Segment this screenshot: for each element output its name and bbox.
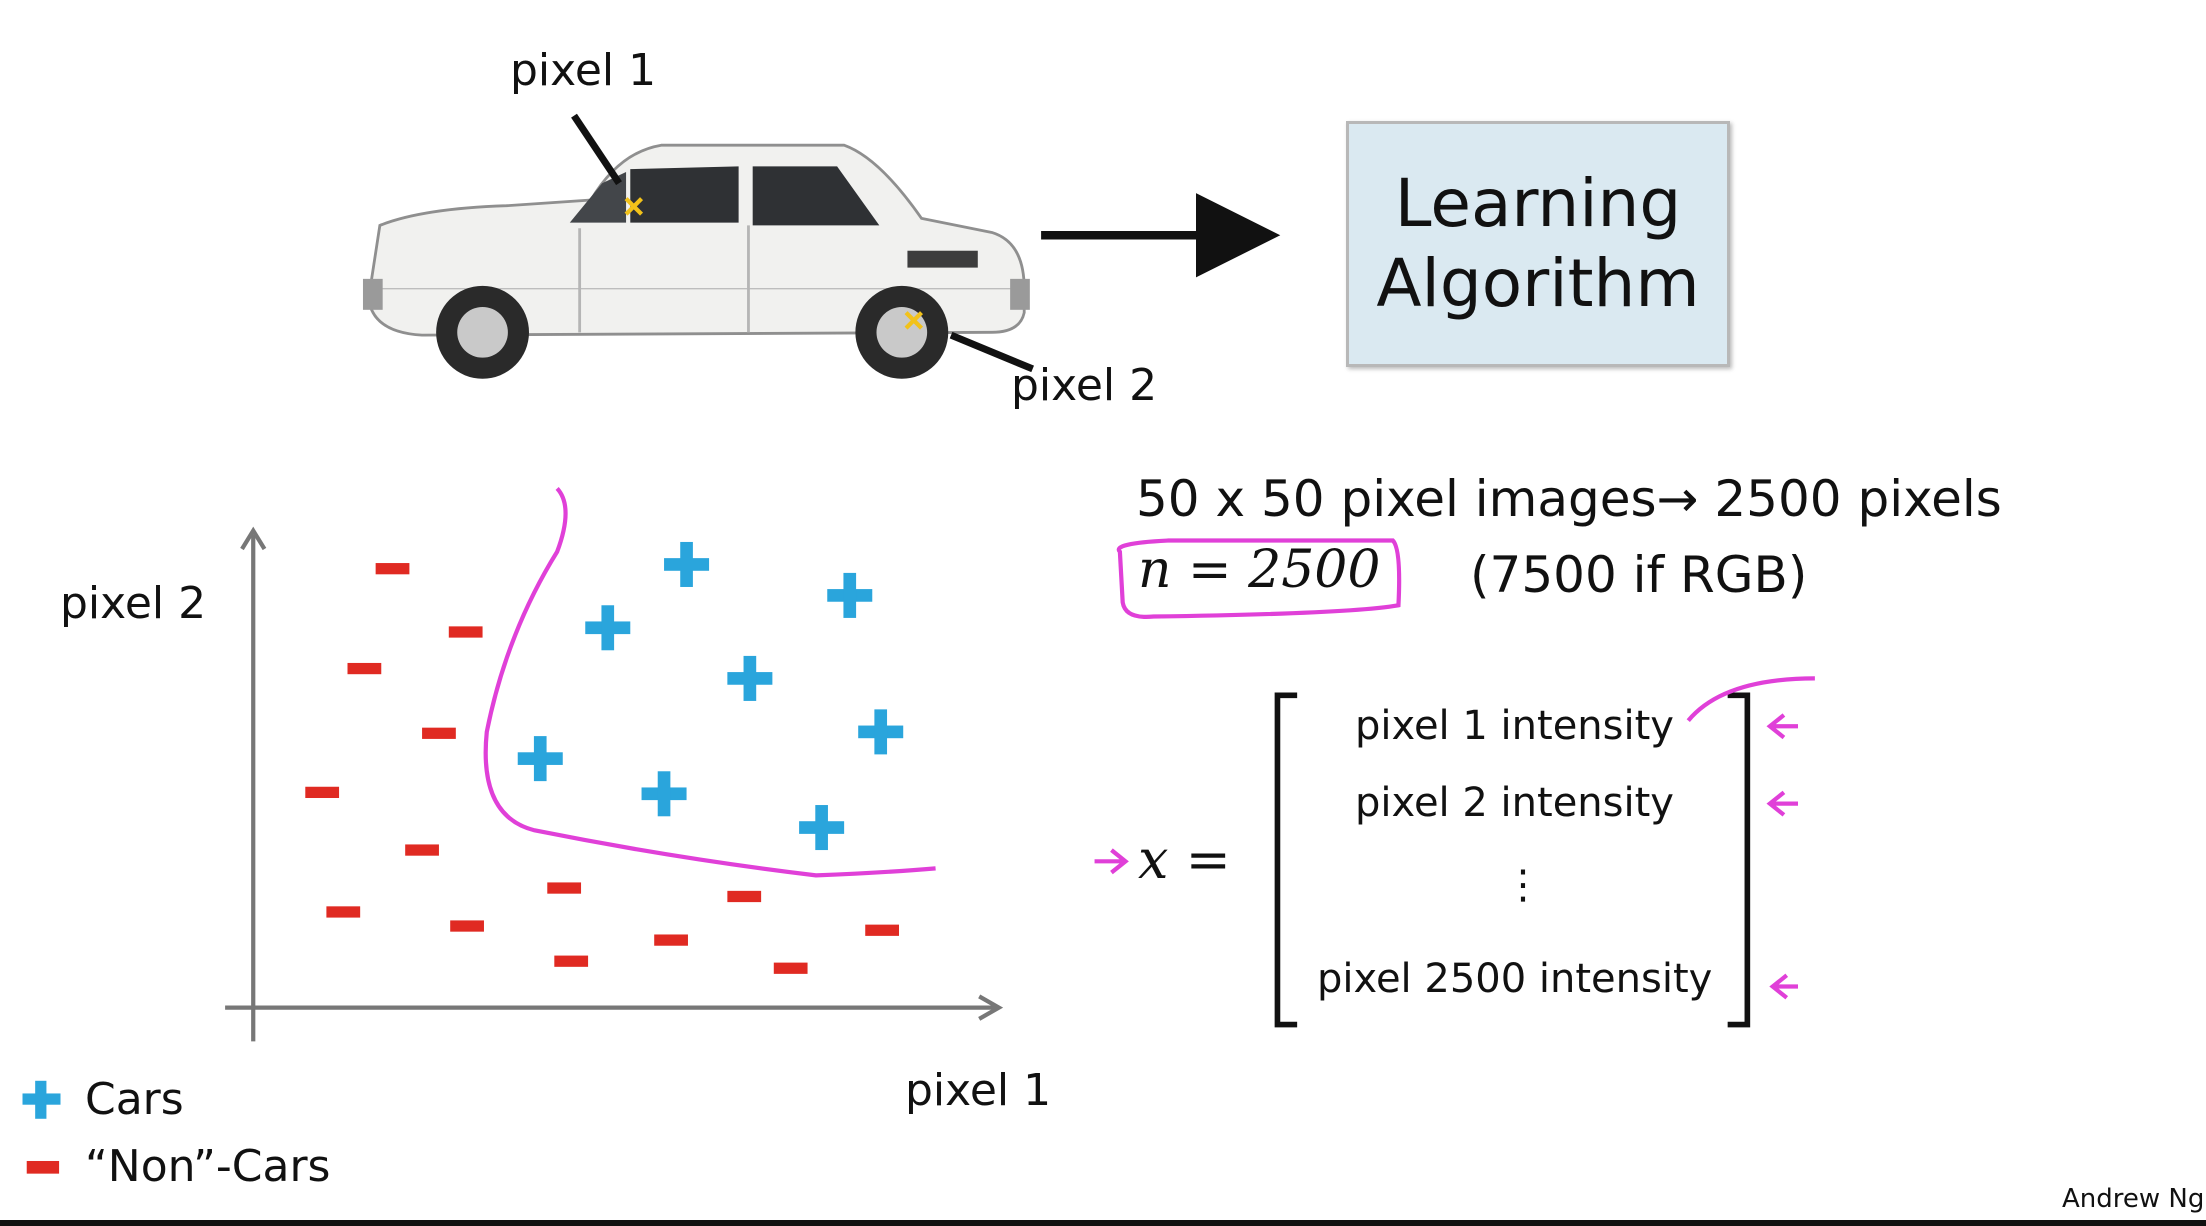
pixel2-marker	[904, 311, 924, 330]
non-car-point	[450, 920, 484, 932]
car-point	[517, 736, 563, 782]
car-point	[641, 771, 687, 817]
non-car-point	[347, 662, 382, 675]
decision-boundary	[483, 487, 936, 878]
x-equals: x =	[1138, 828, 1231, 891]
non-car-point	[773, 962, 808, 974]
non-car-point	[448, 626, 483, 638]
non-car-point	[326, 906, 361, 918]
n-highlight-box	[1116, 538, 1402, 620]
non-car-point	[727, 890, 762, 903]
car-point	[664, 541, 710, 587]
non-car-point	[405, 844, 439, 856]
rgb-note: (7500 if RGB)	[1470, 546, 1808, 604]
legend-minus-icon	[26, 1160, 60, 1174]
plot-ylabel: pixel 2	[60, 578, 207, 629]
pixel1-marker	[624, 197, 644, 216]
non-cars-points	[305, 563, 900, 974]
car-point	[585, 605, 631, 651]
legend-cars-label: Cars	[85, 1074, 184, 1125]
non-car-point	[422, 727, 456, 739]
learning-label-line2: Algorithm	[1376, 245, 1700, 322]
legend-plus-icon	[22, 1080, 61, 1119]
car-point	[727, 655, 773, 701]
non-car-point	[375, 563, 410, 575]
cars-points	[517, 541, 904, 851]
non-car-point	[654, 934, 688, 946]
row-arrows	[1094, 676, 1815, 1000]
plot-axes	[225, 526, 1004, 1042]
pixel-count-headline: 50 x 50 pixel images→ 2500 pixels	[1136, 470, 2002, 528]
vector-row-pixel2: pixel 2 intensity	[1355, 780, 1674, 826]
vector-row-pixel2500: pixel 2500 intensity	[1317, 956, 1713, 1002]
pixel2-pointer	[949, 331, 1035, 373]
pixel1-pointer	[571, 113, 622, 186]
legend-non-cars-label: “Non”-Cars	[85, 1141, 331, 1192]
bottom-bar	[0, 1220, 2206, 1226]
vector-row-pixel1: pixel 1 intensity	[1355, 703, 1674, 749]
non-car-point	[305, 786, 340, 799]
author-credit: Andrew Ng	[2062, 1184, 2205, 1214]
car-point	[799, 805, 845, 851]
pixel2-car-label: pixel 2	[1011, 360, 1158, 411]
learning-algorithm-box: Learning Algorithm	[1346, 121, 1730, 367]
learning-label-line1: Learning	[1394, 165, 1682, 242]
car-image	[362, 143, 1030, 379]
pixel1-car-label: pixel 1	[510, 45, 657, 96]
plot-xlabel: pixel 1	[905, 1065, 1052, 1116]
vector-brackets	[1274, 692, 1751, 1028]
n-equation: n = 2500	[1138, 540, 1381, 600]
car-point	[858, 709, 904, 755]
vector-row-ellipsis: ⋮	[1503, 862, 1543, 908]
non-car-point	[547, 882, 582, 894]
car-point	[827, 572, 873, 618]
non-car-point	[865, 924, 900, 936]
non-car-point	[554, 955, 589, 967]
